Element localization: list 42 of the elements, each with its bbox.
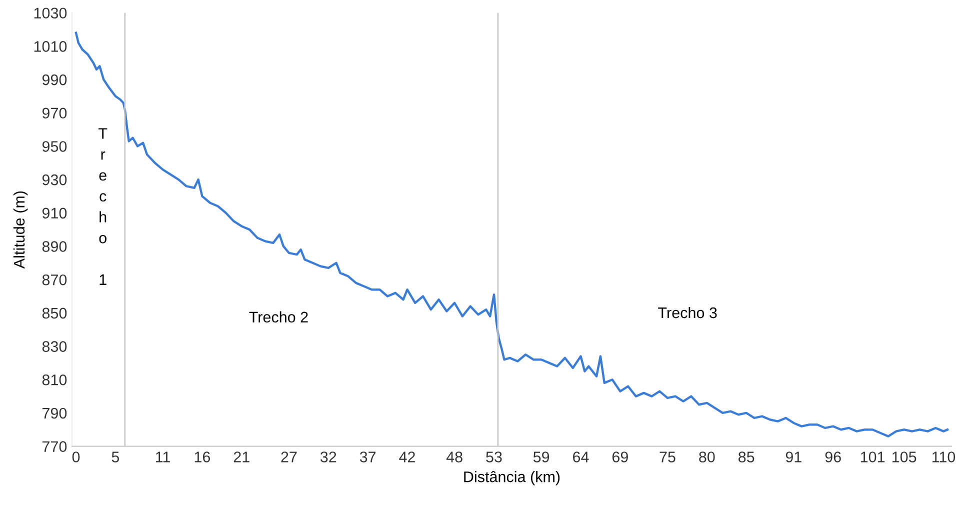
x-tick-label: 59	[533, 452, 550, 462]
x-tick-label: 110	[932, 452, 956, 462]
x-tick-label: 101	[860, 452, 885, 462]
x-tick-label: 96	[825, 452, 841, 462]
y-tick-label: 950	[42, 141, 67, 152]
x-tick-label: 37	[360, 452, 376, 462]
x-tick-label: 27	[281, 452, 297, 462]
x-tick-label: 48	[446, 452, 462, 462]
y-tick-label: 770	[42, 441, 67, 452]
y-tick-label: 1030	[34, 8, 67, 19]
x-tick-label: 105	[892, 452, 916, 462]
y-tick-label: 910	[42, 208, 67, 219]
x-tick-label: 11	[156, 452, 170, 462]
y-tick-label: 850	[42, 308, 67, 319]
x-tick-label: 42	[399, 452, 415, 462]
x-tick-label: 75	[660, 452, 676, 462]
y-tick-label: 810	[42, 374, 67, 386]
annotation: Trecho 3	[658, 306, 717, 318]
x-axis-title: Distância (km)	[464, 470, 560, 486]
x-tick-label: 85	[738, 452, 754, 462]
x-tick-label: 16	[194, 452, 210, 462]
annotation: Trecho 2	[249, 311, 308, 323]
x-tick-label: 0	[72, 452, 80, 462]
y-tick-label: 1010	[34, 41, 67, 52]
x-tick-label: 91	[786, 452, 802, 462]
x-tick-label: 64	[573, 452, 589, 462]
y-tick-label: 890	[42, 241, 67, 252]
y-tick-label: 970	[42, 108, 67, 119]
y-tick-label: 930	[42, 174, 67, 186]
y-axis-title: Altitude (m)	[13, 191, 28, 269]
x-tick-label: 21	[234, 452, 250, 462]
x-tick-label: 5	[112, 452, 120, 462]
x-tick-label: 53	[486, 452, 502, 462]
text: T r e c h o 1	[98, 128, 108, 285]
y-tick-label: 990	[42, 74, 67, 86]
y-tick-label: 830	[42, 341, 67, 352]
y-tick-label: 790	[42, 408, 67, 419]
x-tick-label: 32	[320, 452, 336, 462]
x-tick-label: 69	[612, 452, 628, 462]
line-series	[74, 32, 949, 438]
x-tick-label: 80	[699, 452, 715, 462]
y-tick-label: 870	[42, 274, 67, 286]
